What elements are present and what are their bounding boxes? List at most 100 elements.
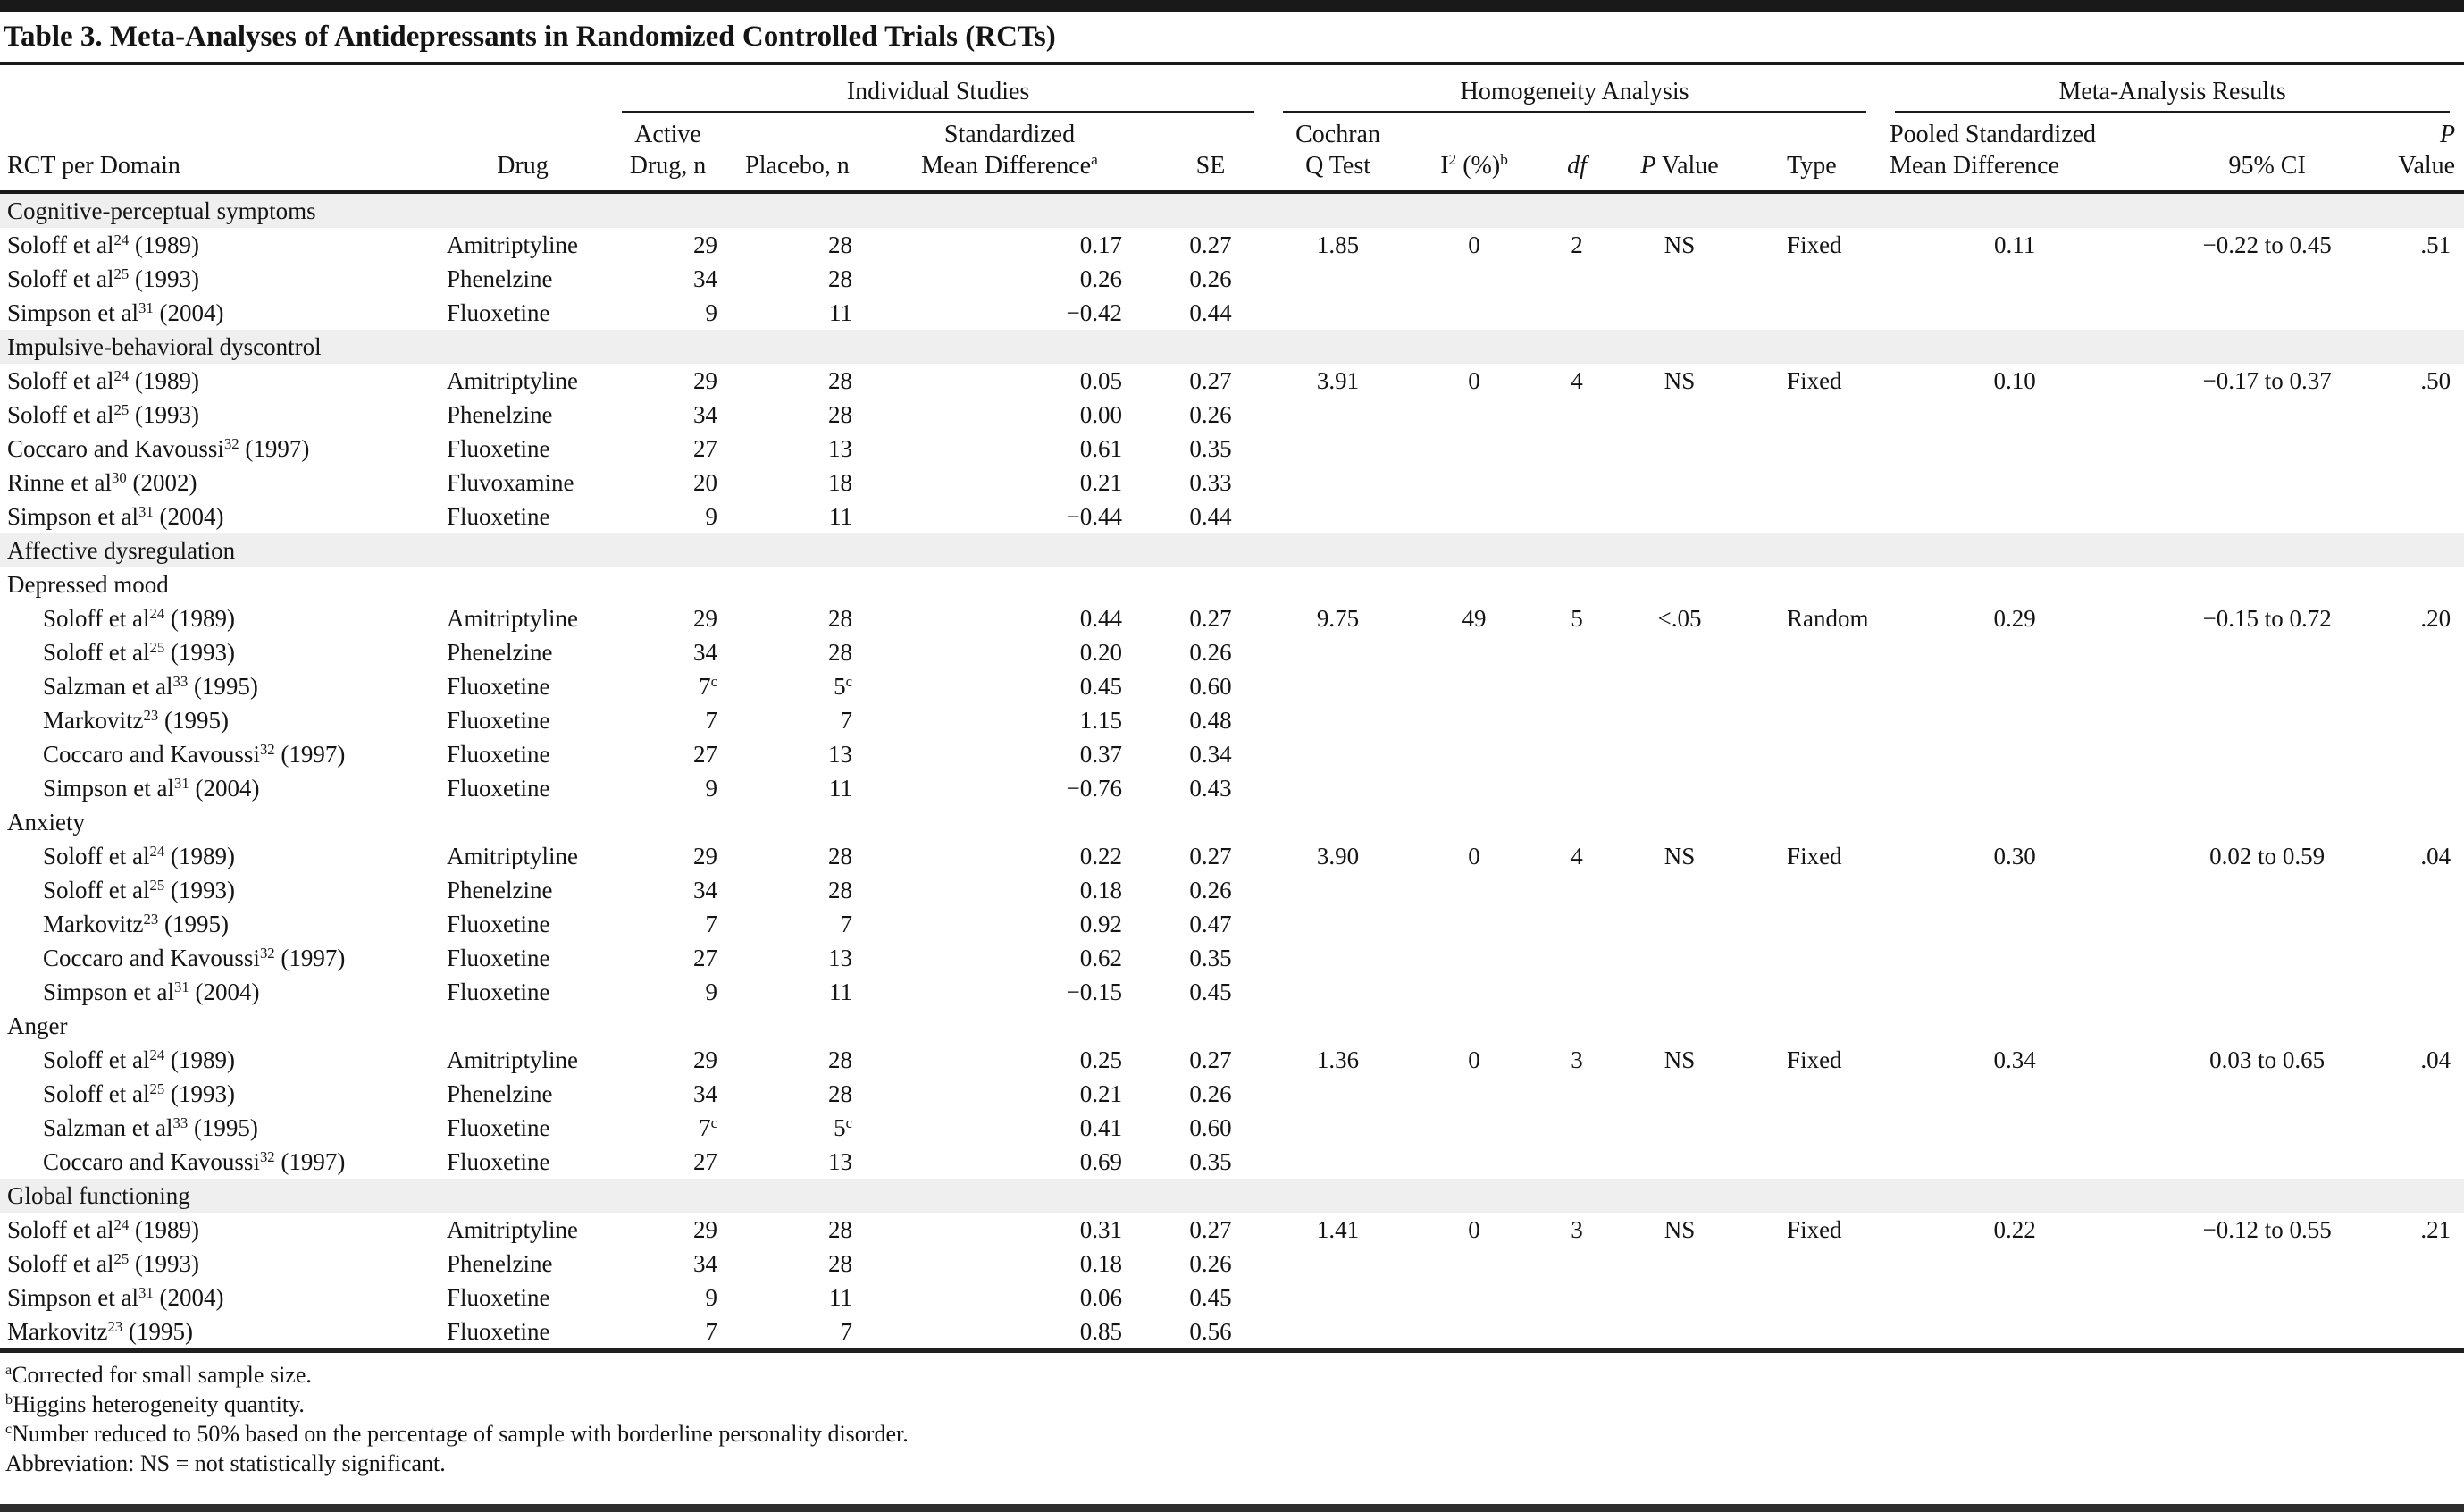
cell-smd: 0.18: [1079, 877, 1122, 903]
cell-p-value: [1613, 737, 1747, 771]
cell-95-ci: [2149, 1145, 2385, 1179]
cell-cochran-q: [1269, 669, 1407, 703]
cell-placebo-n: 7: [840, 707, 853, 734]
cell-type: Random: [1787, 605, 1869, 632]
group-header-individual-studies: Individual Studies: [608, 65, 1269, 113]
table-row: Rinne et al30 (2002) Fluvoxamine 20 18 0.21 0…: [0, 466, 2464, 500]
cell-se: 0.60: [1189, 673, 1232, 700]
cell-p-value: NS: [1664, 843, 1696, 869]
cell-p-value: NS: [1664, 1216, 1696, 1243]
cell-95-ci: −0.17 to 0.37: [2202, 367, 2332, 394]
cell-active-n: 29: [693, 843, 717, 869]
cell-placebo-n: 7: [840, 911, 853, 937]
cell-study: Soloff et al24 (1989): [43, 1046, 235, 1073]
cell-df: [1541, 1077, 1613, 1111]
cell-95-ci: [2149, 466, 2385, 500]
cell-se: 0.27: [1189, 367, 1232, 394]
cell-df: [1541, 873, 1613, 907]
cell-drug: Phenelzine: [447, 1250, 553, 1277]
cell-placebo-n: 28: [828, 265, 852, 292]
cell-type: [1747, 873, 1881, 907]
table-row: Simpson et al31 (2004) Fluoxetine 9 11 −0.44…: [0, 500, 2464, 533]
cell-se: 0.44: [1189, 299, 1232, 326]
group-header-meta-analysis-results: Meta-Analysis Results: [1881, 65, 2464, 113]
cell-study: Markovitz23 (1995): [43, 706, 229, 734]
cell-type: [1747, 1315, 1881, 1348]
cell-95-ci: 0.02 to 0.59: [2209, 843, 2326, 869]
cell-study: Soloff et al25 (1993): [7, 1249, 199, 1277]
cell-df: [1541, 1145, 1613, 1179]
cell-study: Markovitz23 (1995): [7, 1317, 193, 1345]
group-header-homogeneity-analysis: Homogeneity Analysis: [1269, 65, 1881, 113]
cell-95-ci: [2149, 432, 2385, 466]
cell-p-value: [1613, 466, 1747, 500]
cell-study: Soloff et al25 (1993): [7, 265, 199, 292]
cell-study: Soloff et al25 (1993): [43, 876, 235, 903]
cell-smd: 0.06: [1079, 1284, 1122, 1311]
cell-df: [1541, 296, 1613, 330]
cell-p-value: NS: [1664, 231, 1696, 258]
cell-type: Fixed: [1787, 1046, 1842, 1073]
cell-i2: [1407, 941, 1541, 975]
cell-i2: [1407, 432, 1541, 466]
cell-study: Rinne et al30 (2002): [7, 468, 197, 496]
cell-p-value: [1613, 296, 1747, 330]
cell-placebo-n: 13: [828, 1148, 852, 1175]
cell-p-value: [1613, 907, 1747, 941]
table-row: Soloff et al24 (1989) Amitriptyline 29 28 0.…: [0, 228, 2464, 262]
cell-type: Fixed: [1787, 231, 1842, 258]
cell-type: [1747, 1247, 1881, 1281]
cell-cochran-q: [1269, 1111, 1407, 1145]
cell-p-value: [1613, 262, 1747, 296]
cell-p-value-meta: [2385, 941, 2464, 975]
cell-cochran-q: 3.91: [1316, 367, 1360, 394]
cell-95-ci: 0.03 to 0.65: [2209, 1046, 2326, 1073]
cell-p-value-meta: .51: [2420, 231, 2451, 258]
cell-p-value: [1613, 1145, 1747, 1179]
cell-smd: 0.31: [1079, 1216, 1122, 1243]
table-row: Soloff et al25 (1993) Phenelzine 34 28 0.26 0…: [0, 262, 2464, 296]
cell-df: [1541, 432, 1613, 466]
cell-95-ci: [2149, 1077, 2385, 1111]
cell-p-value-meta: .21: [2420, 1216, 2451, 1243]
cell-95-ci: −0.22 to 0.45: [2202, 231, 2332, 258]
subsection-header: Anger: [7, 1012, 68, 1039]
cell-se: 0.45: [1189, 1284, 1232, 1311]
cell-df: 4: [1571, 843, 1583, 869]
cell-p-value-meta: [2385, 1111, 2464, 1145]
cell-i2: [1407, 669, 1541, 703]
cell-active-n: 29: [693, 367, 717, 394]
table-row: Coccaro and Kavoussi32 (1997) Fluoxetine 2…: [0, 432, 2464, 466]
cell-i2: [1407, 1145, 1541, 1179]
cell-i2: [1407, 1247, 1541, 1281]
cell-i2: [1407, 1077, 1541, 1111]
cell-se: 0.33: [1189, 469, 1232, 496]
cell-df: [1541, 1111, 1613, 1145]
section-row: Affective dysregulation: [0, 533, 2464, 567]
cell-se: 0.26: [1189, 401, 1232, 428]
cell-i2: 0: [1468, 1046, 1480, 1073]
cell-p-value-meta: [2385, 635, 2464, 669]
cell-i2: [1407, 873, 1541, 907]
cell-placebo-n: 28: [828, 1250, 852, 1277]
cell-drug: Fluoxetine: [447, 911, 550, 937]
cell-pooled-smd: [1881, 1281, 2149, 1315]
cell-drug: Fluoxetine: [447, 1148, 550, 1175]
cell-active-n: 27: [693, 435, 717, 462]
cell-placebo-n: 28: [828, 1080, 852, 1107]
cell-active-n: 34: [693, 265, 717, 292]
cell-df: [1541, 500, 1613, 533]
cell-pooled-smd: [1881, 975, 2149, 1009]
cell-placebo-n: 28: [828, 1046, 852, 1073]
cell-type: [1747, 466, 1881, 500]
cell-95-ci: [2149, 262, 2385, 296]
table-row: Soloff et al25 (1993) Phenelzine 34 28 0.18 0…: [0, 1247, 2464, 1281]
table-row: Soloff et al25 (1993) Phenelzine 34 28 0.20 0…: [0, 635, 2464, 669]
cell-smd: 0.69: [1079, 1148, 1122, 1175]
cell-active-n: 29: [693, 605, 717, 632]
cell-drug: Fluoxetine: [447, 435, 550, 462]
cell-p-value-meta: [2385, 737, 2464, 771]
cell-type: [1747, 975, 1881, 1009]
group-header-row: Individual Studies Homogeneity Analysis …: [0, 65, 2464, 113]
cell-drug: Fluoxetine: [447, 1284, 550, 1311]
